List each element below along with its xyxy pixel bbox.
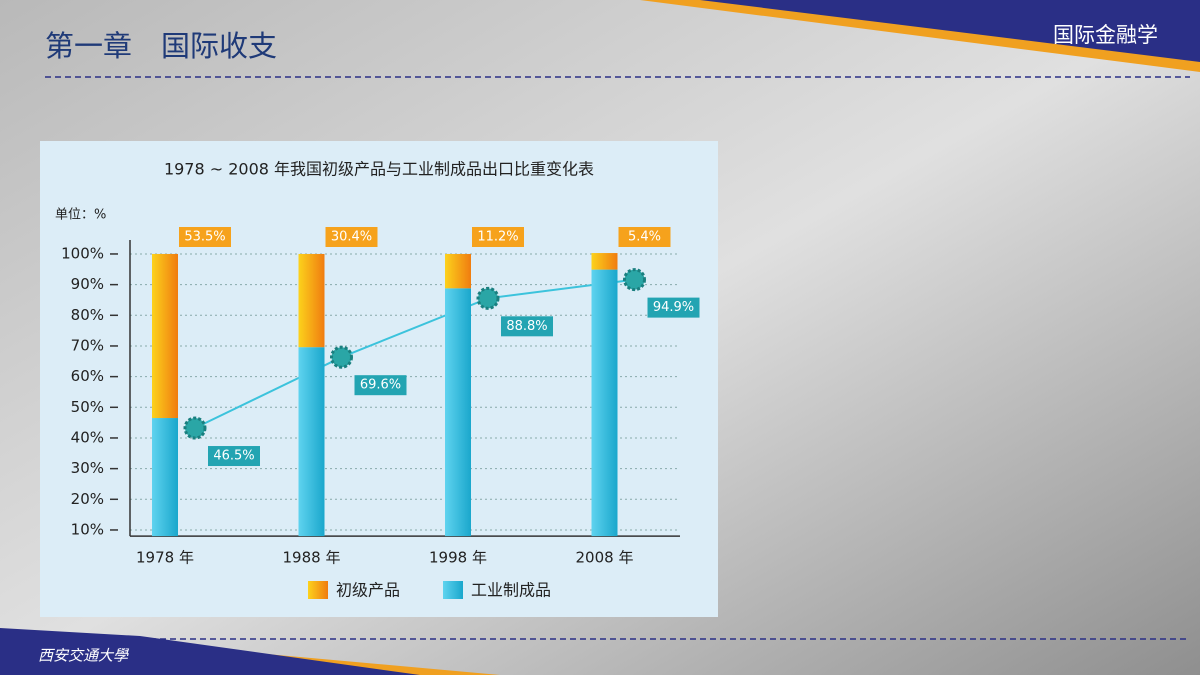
header-band	[700, 0, 1200, 62]
callout-box	[501, 316, 553, 337]
value-label: 30.4%	[331, 230, 372, 245]
footer-band	[0, 628, 420, 675]
y-tick-label: 70%	[71, 336, 104, 354]
value-label: 53.5%	[184, 230, 225, 245]
x-tick-label: 2008 年	[576, 549, 634, 567]
callout-box	[208, 446, 260, 467]
callout-box	[179, 227, 231, 247]
bar-segment	[298, 347, 325, 537]
y-tick-label: 100%	[61, 244, 104, 262]
gear-marker	[476, 286, 500, 310]
bar-segment	[591, 253, 618, 270]
value-label: 94.9%	[653, 300, 694, 315]
callout-box	[647, 297, 700, 318]
legend-label: 初级产品	[336, 581, 400, 600]
bar-segment	[152, 253, 178, 419]
y-axis-label: 单位：%	[55, 208, 106, 223]
course-name: 国际金融学	[1053, 23, 1158, 47]
plot: 10% 20% 30% 40% 50% 60% 70% 80% 90% 100% 1978 年 53.…	[61, 227, 700, 600]
school-name: 西安交通大學	[38, 647, 130, 665]
callout-box	[472, 227, 524, 247]
legend-swatch	[443, 581, 463, 599]
x-tick-label: 1978 年	[136, 549, 194, 567]
trend-line	[194, 278, 635, 429]
value-label: 11.2%	[477, 230, 518, 245]
bar-segment	[445, 253, 471, 289]
x-tick-label: 1998 年	[429, 549, 487, 567]
y-tick-label: 40%	[71, 428, 104, 446]
y-tick-label: 10%	[71, 520, 104, 538]
slide-title: 第一章 国际收支	[45, 29, 277, 63]
y-tick-label: 80%	[71, 306, 104, 324]
y-tick-label: 20%	[71, 490, 104, 508]
gear-marker	[623, 268, 646, 292]
bar-segment	[152, 418, 178, 537]
callout-box	[618, 227, 671, 247]
x-tick-label: 1988 年	[283, 549, 341, 567]
gear-marker	[330, 345, 353, 369]
y-tick-label: 60%	[71, 367, 104, 385]
bar-segment	[445, 288, 471, 537]
legend-label: 工业制成品	[471, 581, 551, 600]
value-label: 46.5%	[213, 449, 254, 464]
value-label: 69.6%	[360, 378, 401, 393]
callout-box	[325, 227, 378, 247]
legend-swatch	[308, 581, 328, 599]
bar-segment	[591, 269, 618, 537]
y-tick-label: 30%	[71, 459, 104, 477]
value-label: 5.4%	[628, 230, 661, 245]
y-tick-label: 50%	[71, 398, 104, 416]
callout-box	[354, 375, 407, 396]
value-label: 88.8%	[506, 319, 547, 334]
chart-title: 1978 ~ 2008 年我国初级产品与工业制成品出口比重变化表	[164, 160, 594, 179]
gear-marker	[183, 416, 207, 440]
y-tick-label: 90%	[71, 275, 104, 293]
bar-segment	[298, 253, 325, 348]
